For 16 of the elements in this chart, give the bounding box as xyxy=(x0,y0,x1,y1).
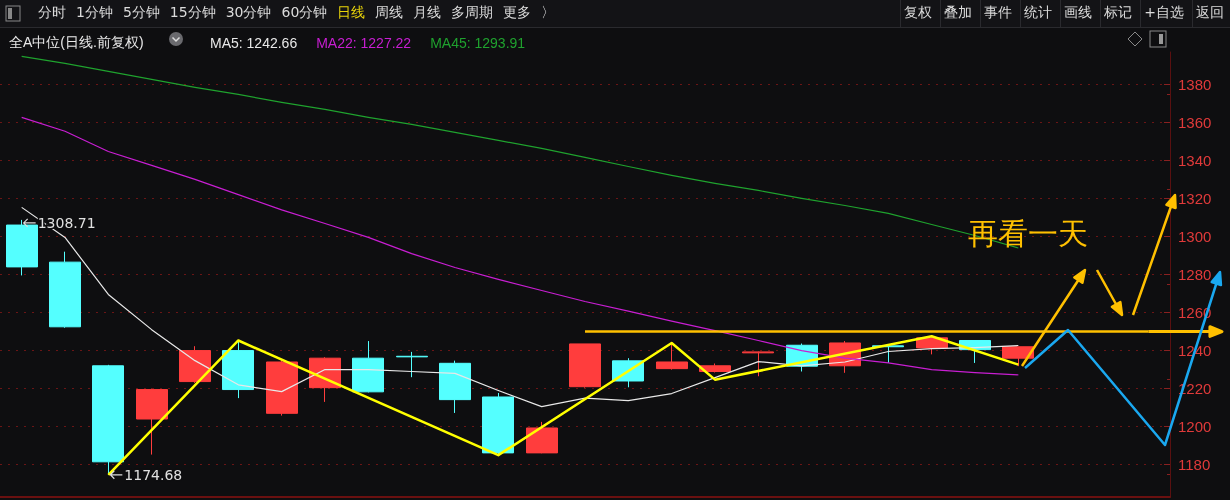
annotation: 再看一天 xyxy=(968,216,1088,251)
y-tick-label: 1320 xyxy=(1178,189,1212,207)
y-tick-label: 1360 xyxy=(1178,113,1212,131)
annotation: 1174.68 xyxy=(124,466,183,483)
y-tick-label: 1200 xyxy=(1178,418,1212,436)
y-tick-label: 1300 xyxy=(1178,227,1212,245)
y-tick-label: 1180 xyxy=(1178,456,1211,474)
text: 复权 叠加 事件 统计 画线 标记 +自选 返回 xyxy=(904,4,1224,22)
text: MA22: 1227.22 xyxy=(316,35,412,51)
chart-title: 全A中位(日线.前复权) xyxy=(9,34,144,50)
text: MA45: 1293.91 xyxy=(430,35,526,51)
text: 分时 1分钟 5分钟 15分钟 30分钟 60分钟 日线 周线 月线 多周期 更多 〉 xyxy=(38,4,556,20)
y-tick-label: 1280 xyxy=(1178,266,1212,283)
y-tick-label: 1380 xyxy=(1178,75,1212,93)
legend-label: MA5: 1242.66 xyxy=(210,35,298,51)
y-tick-label: 1340 xyxy=(1178,151,1212,169)
